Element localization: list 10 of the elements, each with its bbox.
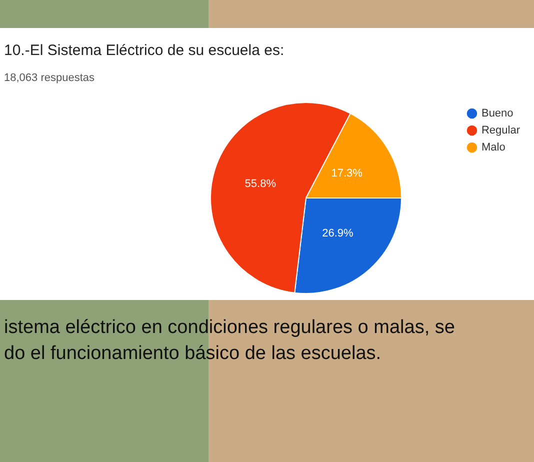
data-label: 17.3%	[331, 167, 363, 180]
text: 18,063 respuestas	[4, 72, 95, 84]
text: istema eléctrico en condiciones regulares o malas, se	[4, 316, 456, 340]
legend-label: Bueno	[481, 108, 514, 120]
data-label: 26.9%	[322, 228, 354, 240]
text: do el funcionamiento básico de las escuelas.	[4, 342, 382, 366]
data-label: 55.8%	[244, 178, 276, 190]
chart-title: 10.-El Sistema Eléctrico de su escuela es:	[4, 42, 284, 59]
legend-label: Regular	[481, 124, 520, 137]
legend-label: Malo	[481, 142, 506, 154]
